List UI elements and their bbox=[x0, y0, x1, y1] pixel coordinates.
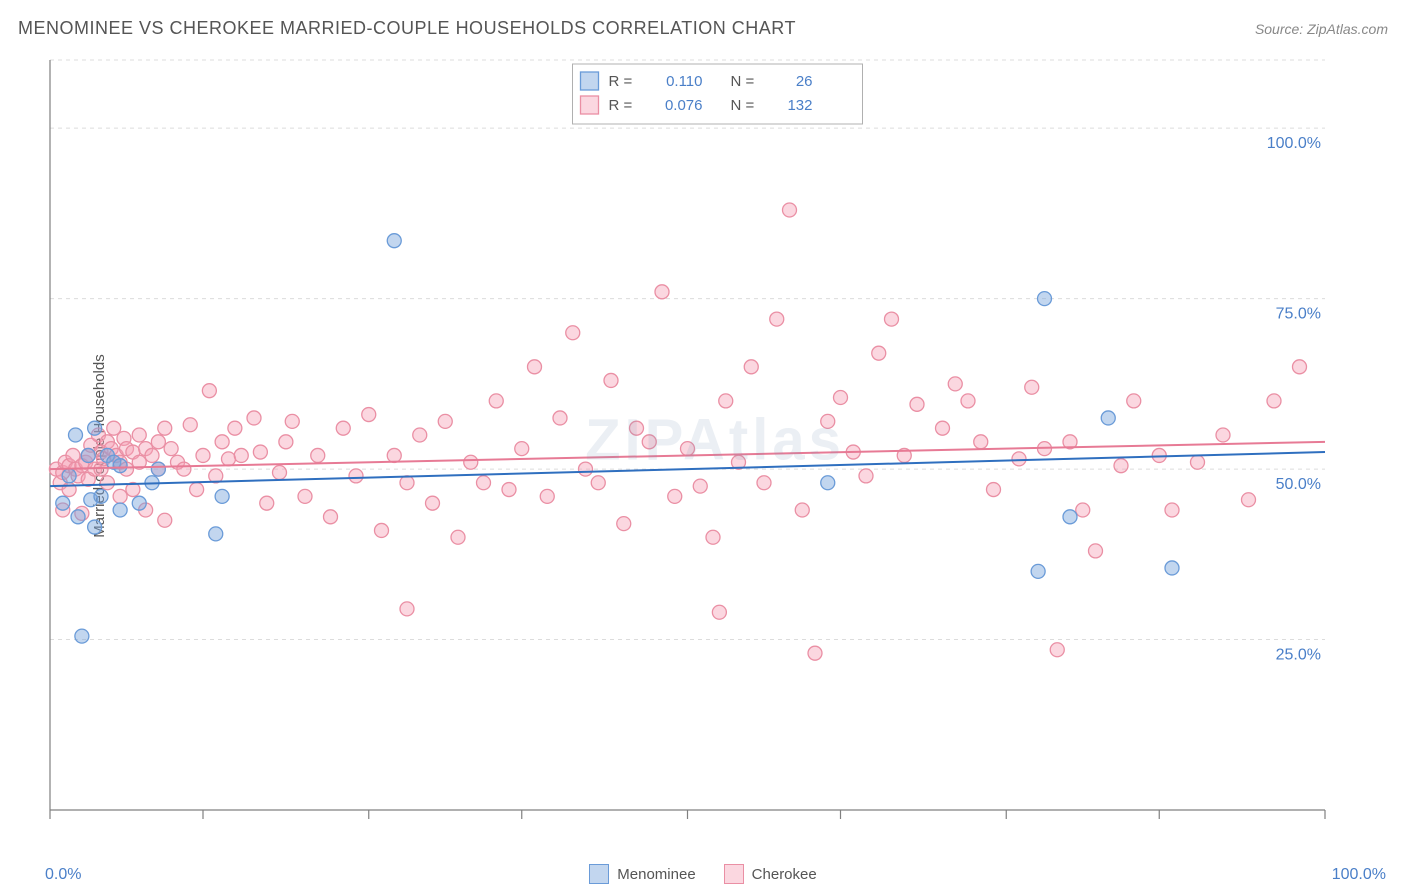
svg-text:132: 132 bbox=[787, 97, 812, 114]
svg-text:R =: R = bbox=[609, 97, 633, 114]
svg-text:R =: R = bbox=[609, 73, 633, 90]
svg-text:50.0%: 50.0% bbox=[1276, 476, 1321, 493]
svg-text:N =: N = bbox=[731, 97, 755, 114]
source-label: Source: ZipAtlas.com bbox=[1255, 21, 1388, 37]
legend-swatch-icon bbox=[724, 864, 744, 884]
chart-header: MENOMINEE VS CHEROKEE MARRIED-COUPLE HOU… bbox=[18, 18, 1388, 39]
svg-text:75.0%: 75.0% bbox=[1276, 306, 1321, 323]
svg-text:N =: N = bbox=[731, 73, 755, 90]
chart-area: 25.0% 50.0% 75.0% 100.0% R = 0.110 N = 26 R = 0.0… bbox=[45, 50, 1385, 830]
chart-title: MENOMINEE VS CHEROKEE MARRIED-COUPLE HOU… bbox=[18, 18, 796, 39]
legend-item-cherokee: Cherokee bbox=[724, 864, 817, 884]
legend-swatch-icon bbox=[589, 864, 609, 884]
svg-text:100.0%: 100.0% bbox=[1267, 135, 1321, 152]
svg-text:0.110: 0.110 bbox=[666, 73, 702, 90]
svg-text:26: 26 bbox=[796, 73, 813, 90]
svg-text:25.0%: 25.0% bbox=[1276, 647, 1321, 664]
svg-text:0.076: 0.076 bbox=[665, 97, 703, 114]
legend-label: Cherokee bbox=[752, 866, 817, 883]
scatter-chart-svg: 25.0% 50.0% 75.0% 100.0% R = 0.110 N = 26 R = 0.0… bbox=[45, 50, 1385, 830]
bottom-legend: Menominee Cherokee bbox=[0, 864, 1406, 884]
legend-item-menominee: Menominee bbox=[589, 864, 695, 884]
legend-label: Menominee bbox=[617, 866, 695, 883]
